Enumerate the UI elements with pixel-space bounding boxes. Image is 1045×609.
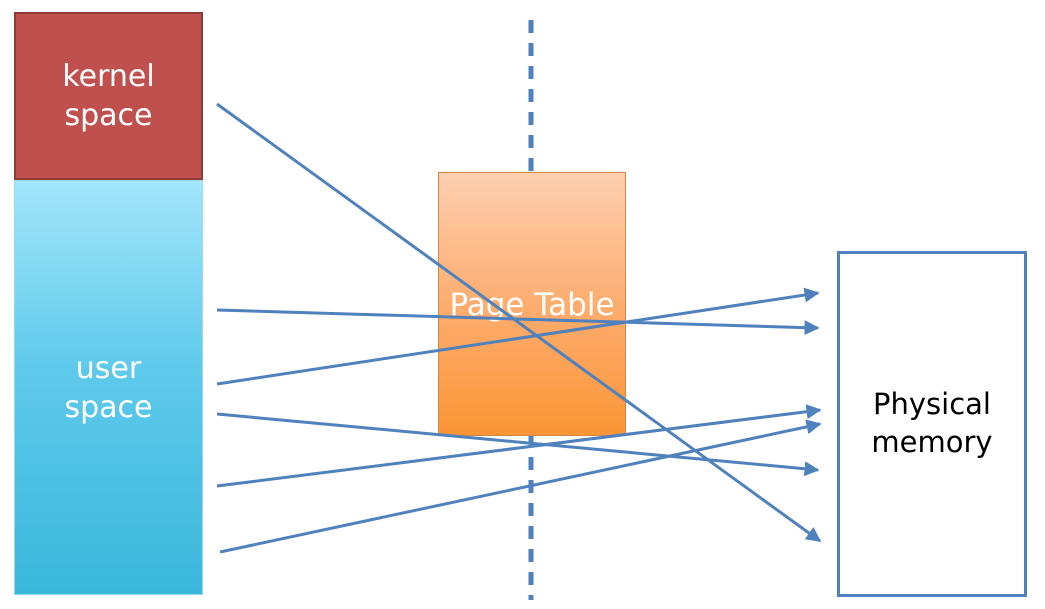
kernel-space-label: kernel space <box>62 59 155 133</box>
page-table-box: Page Table <box>438 172 626 436</box>
mapping-arrow-kernel <box>216 102 822 543</box>
mapping-arrow-user-1 <box>216 308 820 336</box>
user-space-box: user space <box>14 180 203 595</box>
mapping-arrow-user-2 <box>216 287 820 386</box>
physical-memory-label: Physical memory <box>871 387 993 459</box>
kernel-space-box: kernel space <box>14 12 203 180</box>
mapping-arrow-user-3 <box>216 412 820 477</box>
physical-memory-box: Physical memory <box>837 251 1027 597</box>
mapping-arrow-user-5 <box>219 419 822 554</box>
mapping-arrow-user-4 <box>216 404 822 488</box>
user-space-label: user space <box>64 350 153 425</box>
